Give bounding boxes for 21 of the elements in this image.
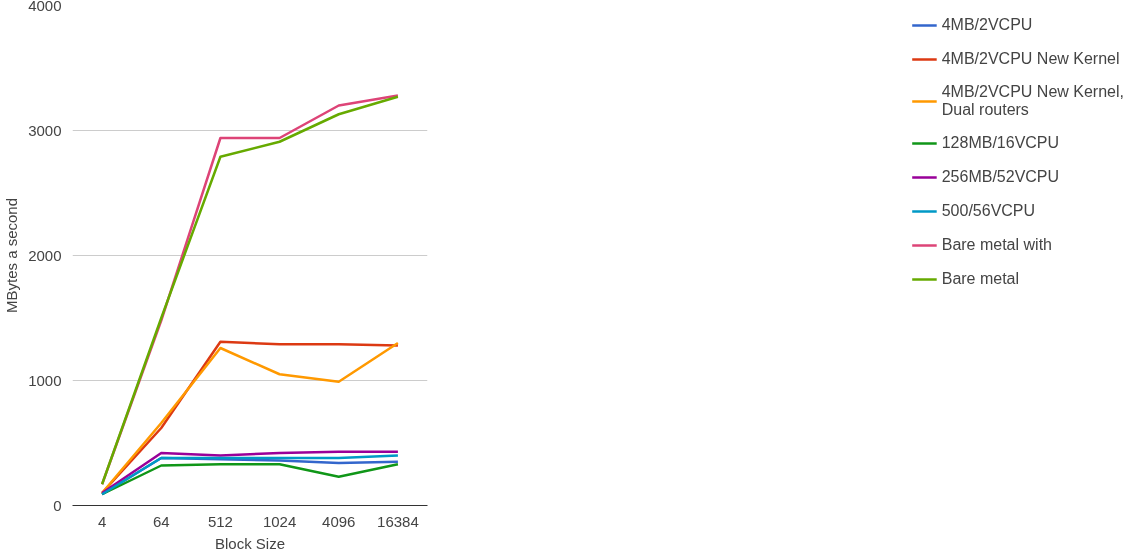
y-axis-title: MBytes a second: [3, 197, 21, 314]
x-axis-title: Block Size: [214, 534, 286, 552]
x-tick-label: 4: [97, 512, 107, 530]
x-tick-label: 512: [207, 512, 233, 530]
legend-label: 4MB/2VCPU New Kernel, Dual routers: [941, 83, 1124, 119]
y-tick-label: 0: [53, 496, 62, 514]
legend-label: 500/56VCPU: [941, 202, 1036, 220]
legend-label: 256MB/52VCPU: [941, 168, 1060, 186]
legend-label: Bare metal with: [941, 236, 1052, 254]
x-tick-label: 4096: [322, 512, 356, 530]
y-tick-label: 2000: [28, 246, 62, 264]
y-tick-label: 4000: [28, 0, 62, 14]
legend-label: 4MB/2VCPU: [941, 16, 1033, 34]
legend-label: 128MB/16VCPU: [941, 134, 1060, 152]
legend-label: Bare metal: [941, 270, 1020, 288]
legend-label: 4MB/2VCPU New Kernel: [941, 50, 1120, 68]
x-tick-label: 64: [152, 512, 170, 530]
y-tick-label: 3000: [28, 121, 62, 139]
x-tick-label: 1024: [262, 512, 297, 530]
x-tick-label: 16384: [377, 512, 419, 530]
y-tick-label: 1000: [28, 371, 62, 389]
